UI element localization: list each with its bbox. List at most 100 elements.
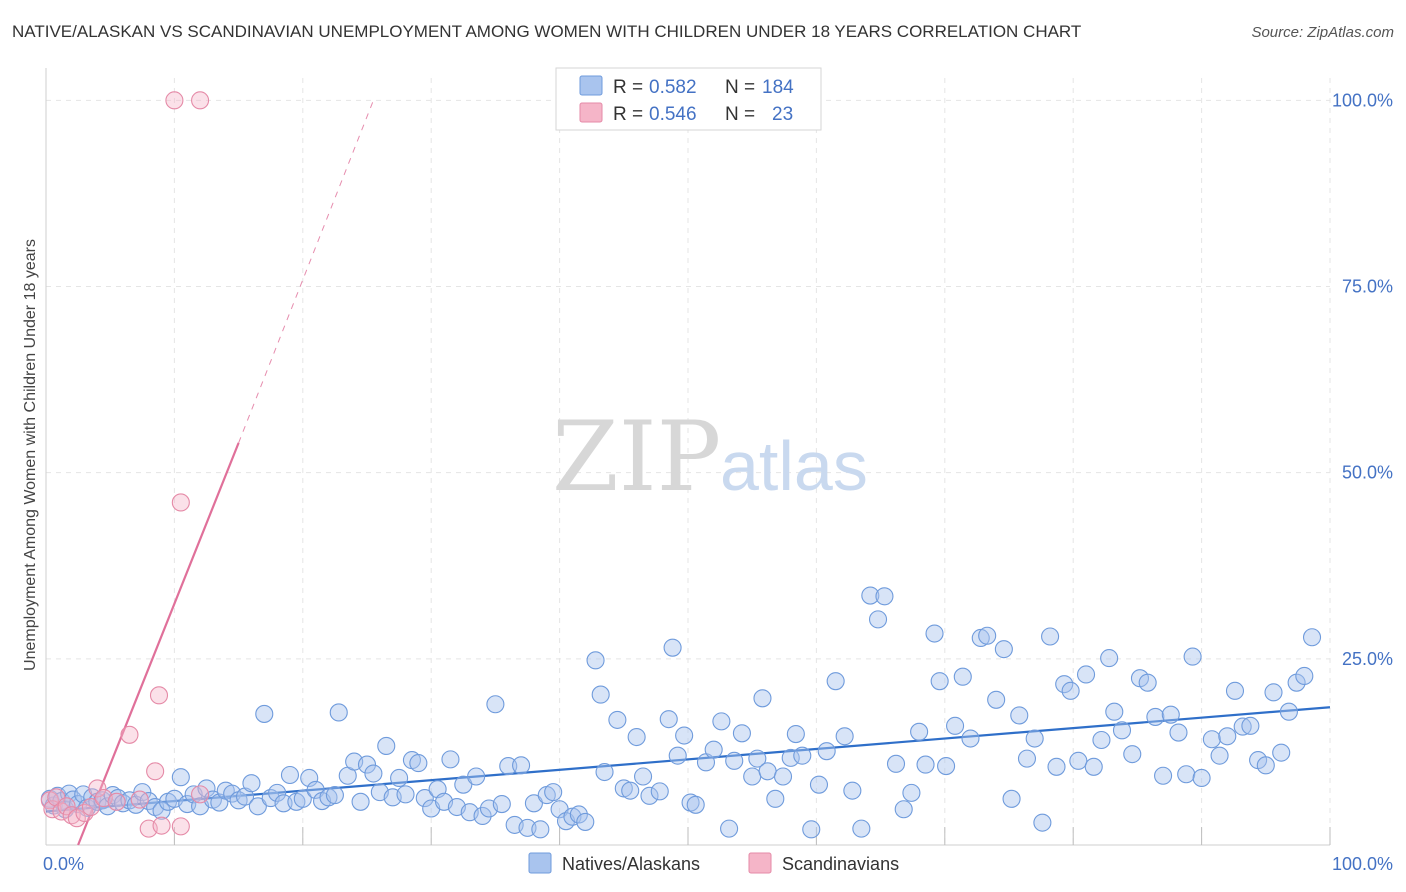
point-natives-71 [467,767,486,786]
point-natives-145 [1002,789,1021,808]
point-natives-89 [586,651,605,670]
point-natives-90 [591,685,610,704]
point-natives-72 [473,806,492,826]
point-natives-123 [826,672,845,691]
point-natives-126 [852,819,871,838]
x-tick-label-1: 100.0% [1332,854,1393,874]
point-natives-99 [659,710,678,729]
point-natives-184 [1302,628,1322,647]
point-natives-154 [1069,751,1088,770]
point-natives-138 [946,716,965,735]
point-natives-67 [441,750,460,769]
point-natives-60 [396,785,415,804]
point-natives-160 [1112,721,1132,740]
point-natives-139 [953,667,972,686]
point-scandinavians-16 [149,686,169,705]
point-natives-182 [1287,673,1306,692]
bottom-legend-label-natives: Natives/Alaskans [562,854,700,874]
trend-line-scandinavians [77,442,240,846]
point-natives-62 [409,754,428,773]
point-natives-118 [786,724,805,744]
point-natives-74 [486,695,505,714]
point-natives-122 [817,742,836,761]
point-natives-174 [1225,681,1245,700]
point-natives-63 [415,789,434,808]
point-natives-150 [1041,627,1060,646]
point-natives-173 [1218,727,1237,746]
point-natives-163 [1138,673,1157,692]
point-natives-50 [329,703,348,722]
point-natives-136 [930,672,949,691]
point-natives-169 [1183,647,1202,666]
point-natives-83 [544,783,563,802]
legend-n-label-scandinavians: N = [725,104,755,125]
point-natives-120 [802,820,821,839]
point-natives-40 [268,783,287,802]
x-tick-label-0: 0.0% [43,854,84,874]
point-natives-124 [835,727,854,746]
point-natives-57 [377,736,396,756]
point-natives-117 [781,748,800,767]
point-natives-100 [663,638,682,657]
point-natives-158 [1100,649,1119,668]
point-natives-180 [1272,743,1291,762]
legend-swatch-scandinavians [579,102,603,123]
point-natives-142 [978,626,997,645]
point-natives-109 [725,751,744,770]
point-natives-98 [650,782,669,801]
point-natives-110 [732,724,751,743]
point-natives-59 [390,768,409,788]
point-natives-97 [640,786,659,805]
point-natives-167 [1169,723,1188,742]
point-natives-80 [524,794,543,813]
point-natives-75 [492,794,511,814]
legend: R = 0.582 N = 184 R = 0.546 N = 23 [555,67,822,131]
point-natives-38 [255,704,274,723]
point-natives-54 [357,755,377,774]
point-scandinavians-21 [191,91,210,110]
point-natives-172 [1210,746,1229,765]
point-scandinavians-13 [130,790,149,809]
point-scandinavians-20 [171,817,190,836]
point-natives-44 [293,789,312,808]
point-scandinavians-2 [47,788,66,807]
point-natives-130 [886,754,906,773]
point-natives-176 [1241,716,1260,735]
point-natives-87 [569,805,588,824]
point-natives-76 [499,757,518,776]
point-natives-95 [627,727,646,747]
point-natives-36 [242,774,261,793]
point-scandinavians-18 [165,91,184,110]
point-natives-166 [1161,705,1180,724]
point-natives-146 [1010,706,1029,725]
point-natives-102 [675,726,694,745]
point-natives-164 [1146,707,1165,726]
bottom-legend: Natives/Alaskans Scandinavians [528,852,899,874]
point-natives-42 [280,765,300,785]
point-natives-125 [843,781,862,800]
legend-n-value-natives: 184 [762,77,794,98]
trend-line-scandinavians-extension [238,100,374,444]
point-scandinavians-8 [81,797,100,817]
point-natives-91 [595,762,614,782]
bottom-legend-swatch-scandinavians [748,852,772,874]
bottom-legend-swatch-natives [528,852,552,874]
point-natives-22 [152,801,171,820]
point-natives-69 [454,775,473,794]
point-natives-107 [712,712,731,731]
point-natives-25 [171,768,190,787]
point-natives-114 [758,762,777,781]
data-points [40,91,1322,839]
point-natives-132 [902,783,921,802]
point-natives-119 [793,746,812,765]
point-natives-96 [634,767,653,786]
point-natives-108 [720,819,739,838]
point-natives-129 [875,587,894,606]
legend-r-value-natives: 0.582 [649,77,697,98]
point-natives-111 [743,767,762,786]
point-natives-175 [1233,717,1252,736]
point-natives-128 [868,610,888,629]
point-scandinavians-12 [120,725,139,744]
point-natives-151 [1047,757,1066,776]
point-natives-45 [300,768,319,788]
